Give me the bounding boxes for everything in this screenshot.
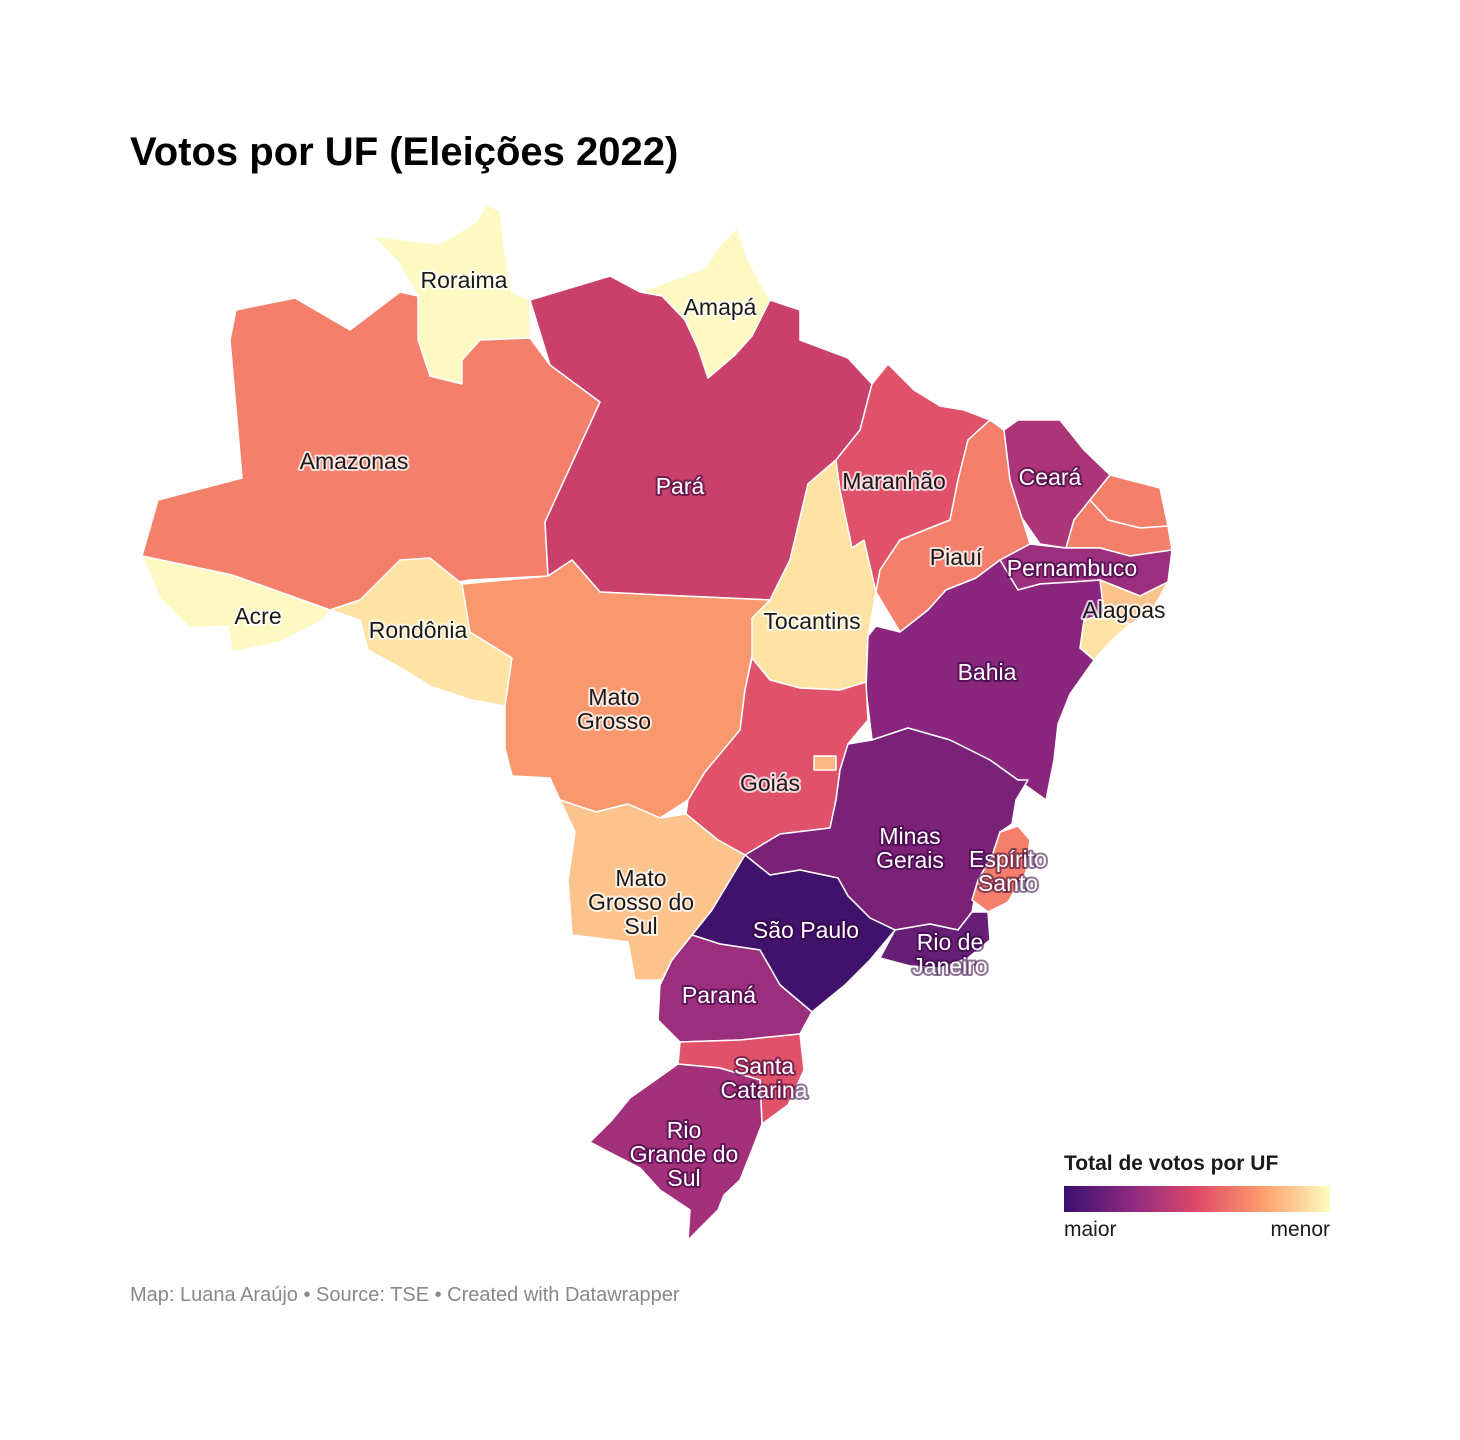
state-mato-grosso[interactable]: [461, 559, 771, 819]
label-espirito-santo: Espírito Santo: [969, 846, 1047, 896]
label-ceara: Ceará: [1019, 464, 1082, 490]
label-roraima: Roraima: [421, 267, 508, 293]
label-mato-grosso-do-sul: Mato Grosso do Sul: [588, 865, 694, 939]
label-bahia: Bahia: [958, 659, 1017, 685]
legend-title: Total de votos por UF: [1064, 1152, 1279, 1175]
chart-title: Votos por UF (Eleições 2022): [130, 130, 679, 174]
state-rio-de-janeiro[interactable]: [879, 911, 991, 969]
label-rio-de-janeiro: Rio de Janeiro: [912, 929, 987, 979]
label-rondonia: Rondônia: [369, 617, 468, 643]
legend-label-high: menor: [1270, 1218, 1330, 1241]
label-parana: Paraná: [682, 982, 756, 1008]
label-pernambuco: Pernambuco: [1007, 555, 1137, 581]
color-legend: Total de votos por UF maior menor: [1064, 1152, 1330, 1242]
label-santa-catarina: Santa Catarina: [721, 1053, 808, 1103]
label-amazonas: Amazonas: [300, 448, 409, 474]
state-sao-paulo[interactable]: [691, 854, 896, 1013]
state-acre[interactable]: [141, 555, 331, 653]
label-acre: Acre: [234, 603, 281, 629]
label-tocantins: Tocantins: [763, 608, 860, 634]
footer-credits: Map: Luana Araújo • Source: TSE • Create…: [130, 1284, 680, 1306]
label-maranhao: Maranhão: [842, 468, 946, 494]
state-rio-grande-do-sul[interactable]: [589, 1063, 763, 1241]
label-para: Pará: [656, 473, 705, 499]
label-piaui: Piauí: [930, 544, 983, 570]
label-rio-grande-do-sul: Rio Grande do Sul: [630, 1117, 739, 1191]
label-mato-grosso: Mato Grosso: [577, 684, 651, 734]
state-espirito-santo[interactable]: [971, 825, 1031, 913]
label-goias: Goiás: [740, 770, 800, 796]
state-parana[interactable]: [657, 934, 813, 1043]
label-alagoas: Alagoas: [1082, 597, 1165, 623]
label-amapa: Amapá: [684, 294, 757, 320]
legend-label-low: maior: [1064, 1218, 1117, 1241]
legend-gradient-bar: [1064, 1186, 1330, 1212]
state-distrito-federal[interactable]: [813, 755, 837, 771]
label-sao-paulo: São Paulo: [753, 917, 859, 943]
label-minas-gerais: Minas Gerais: [876, 823, 944, 873]
